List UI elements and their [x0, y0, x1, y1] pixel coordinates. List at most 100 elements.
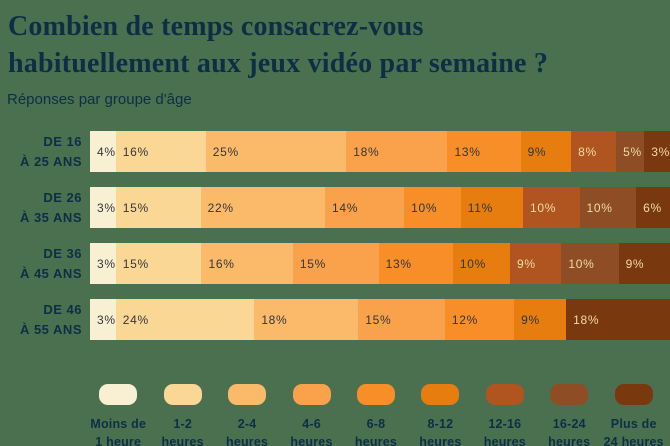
legend-label-line: 24 heures: [603, 435, 664, 446]
segment-value-label: 5%: [623, 144, 642, 159]
stacked-bar: 3% 15% 16% 15% 13% 10% 9% 10% 9%: [90, 243, 670, 284]
bar-segment: 22%: [200, 187, 325, 228]
legend-label-line: heures: [354, 435, 398, 446]
row-label-line: À 45 ANS: [19, 265, 82, 281]
chart-row: DE 26 À 35 ANS 3% 15% 22% 14% 10% 11% 10% 10% 6%: [0, 187, 670, 228]
segment-value-label: 13%: [454, 144, 481, 159]
bar-segment: 6%: [636, 187, 670, 228]
segment-value-label: 18%: [261, 312, 288, 327]
segment-value-label: 18%: [573, 312, 600, 327]
segment-value-label: 9%: [527, 144, 547, 159]
row-label-line: À 25 ANS: [19, 153, 82, 169]
legend-label-line: 8-12: [427, 417, 454, 431]
page-title: Combien de temps consacrez-vous habituel…: [0, 0, 670, 82]
segment-value-label: 15%: [299, 256, 326, 271]
row-label-line: À 55 ANS: [19, 321, 82, 337]
title-line-2: habituellement aux jeux vidéo par semain…: [8, 48, 549, 79]
chart-subtitle: Réponses par groupe d'âge: [7, 91, 192, 108]
segment-value-label: 6%: [643, 200, 662, 215]
bar-segment: 15%: [115, 187, 201, 228]
bar-segment: 3%: [644, 131, 670, 172]
legend-label-line: Plus de: [610, 417, 657, 431]
segment-value-label: 15%: [365, 312, 392, 327]
bar-segment: 9%: [510, 243, 562, 284]
segment-value-label: 9%: [517, 256, 536, 271]
legend-label-line: 1 heure: [95, 435, 142, 446]
legend-swatch: [99, 384, 138, 405]
legend-label-line: 1-2: [173, 417, 192, 431]
legend-swatch: [485, 384, 524, 405]
legend-swatch: [163, 384, 202, 405]
legend-swatch: [292, 384, 331, 405]
legend-label: Plus de 24 heures: [604, 415, 664, 446]
bar-segment: 18%: [254, 299, 359, 340]
bar-segment: 10%: [522, 187, 580, 228]
segment-value-label: 10%: [529, 200, 557, 215]
segment-value-label: 16%: [208, 256, 235, 271]
segment-value-label: 10%: [411, 200, 438, 215]
row-label: DE 26 À 35 ANS: [0, 187, 90, 228]
bar-segment: 16%: [115, 131, 206, 172]
legend-label-line: heures: [225, 435, 269, 446]
bar-segment: 9%: [514, 299, 567, 340]
bar-segment: 3%: [90, 243, 116, 284]
bar-segment: 14%: [325, 187, 405, 228]
bar-segment: 3%: [90, 187, 116, 228]
legend-item: Moins de 1 heure: [86, 384, 150, 446]
legend-label-line: 4-6: [302, 417, 321, 431]
segment-value-label: 10%: [459, 256, 486, 271]
legend-label-line: heures: [483, 435, 526, 446]
legend-label-line: heures: [419, 435, 462, 446]
bar-segment: 10%: [579, 187, 637, 228]
segment-value-label: 3%: [651, 144, 670, 159]
stacked-bar: 3% 15% 22% 14% 10% 11% 10% 10% 6%: [90, 187, 670, 228]
row-label-line: DE 36: [43, 245, 82, 261]
bar-segment: 12%: [444, 299, 515, 340]
legend-label: 16-24 heures: [548, 415, 590, 446]
segment-value-label: 10%: [586, 200, 613, 215]
bar-segment: 13%: [447, 131, 521, 172]
bar-segment: 5%: [616, 131, 645, 172]
legend-item: 6-8 heures: [344, 384, 408, 446]
bar-segment: 15%: [292, 243, 379, 284]
bar-segment: 8%: [571, 131, 617, 172]
legend-label-line: heures: [548, 435, 591, 446]
bar-segment: 10%: [561, 243, 619, 284]
legend-label-line: 16-24: [552, 417, 586, 431]
stacked-bar-chart: DE 16 À 25 ANS 4% 16% 25% 18% 13% 9% 8% 5% 3% DE 26…: [0, 131, 670, 340]
segment-value-label: 9%: [521, 312, 540, 327]
bar-segment: 11%: [460, 187, 523, 228]
segment-value-label: 15%: [122, 256, 149, 271]
row-label-line: À 35 ANS: [19, 209, 82, 225]
row-label: DE 46 À 55 ANS: [0, 299, 90, 340]
row-label: DE 16 À 25 ANS: [0, 131, 90, 172]
bar-segment: 18%: [566, 299, 670, 340]
legend-swatch: [228, 384, 267, 405]
segment-value-label: 18%: [353, 144, 380, 159]
legend-label: 4-6 heures: [290, 415, 332, 446]
legend-label: 8-12 heures: [419, 415, 461, 446]
row-label-line: DE 16: [43, 133, 82, 149]
chart-row: DE 46 À 55 ANS 3% 24% 18% 15% 12% 9% 18%: [0, 299, 670, 340]
row-label: DE 36 À 45 ANS: [0, 243, 90, 284]
legend-item: 2-4 heures: [215, 384, 279, 446]
segment-value-label: 14%: [332, 200, 359, 215]
legend-swatch: [614, 384, 653, 405]
legend-swatch: [550, 384, 589, 405]
bar-segment: 25%: [205, 131, 347, 172]
segment-value-label: 22%: [207, 200, 234, 215]
title-line-1: Combien de temps consacrez-vous: [8, 11, 424, 42]
legend-label-line: 12-16: [488, 417, 522, 431]
legend-label: 12-16 heures: [484, 415, 526, 446]
segment-value-label: 10%: [568, 256, 595, 271]
legend-item: 16-24 heures: [537, 384, 601, 446]
legend-label-line: 2-4: [237, 417, 257, 431]
stacked-bar: 3% 24% 18% 15% 12% 9% 18%: [90, 299, 670, 340]
bar-segment: 3%: [90, 299, 116, 340]
segment-value-label: 3%: [97, 200, 116, 215]
bar-segment: 10%: [404, 187, 461, 228]
segment-value-label: 11%: [467, 200, 493, 215]
row-label-line: DE 26: [43, 189, 82, 205]
segment-value-label: 15%: [122, 200, 149, 215]
